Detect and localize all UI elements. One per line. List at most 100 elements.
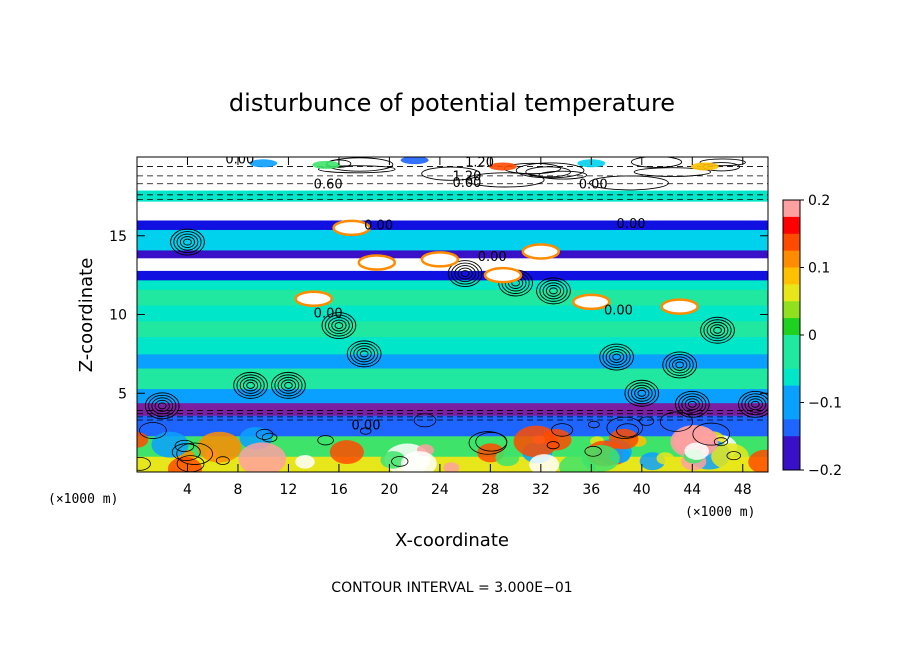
contour-line: [659, 411, 694, 432]
chart-title: disturbunce of potential temperature: [229, 89, 675, 117]
y-tick-label: 10: [109, 308, 127, 324]
contour-line: [627, 382, 656, 405]
y-axis-label: Z-coordinate: [76, 258, 97, 373]
field-patch: [513, 425, 559, 458]
contour-line: [317, 165, 396, 174]
contour-line: [413, 413, 437, 428]
contour-line: [549, 287, 558, 295]
contour-label: 1.20: [453, 170, 482, 185]
field-patch: [748, 449, 768, 472]
colorbar-swatch: [783, 200, 800, 218]
contour-line: [675, 361, 685, 369]
field-patch: [690, 162, 719, 171]
contour-line: [460, 270, 470, 277]
contour-line: [726, 451, 742, 461]
contour-line: [634, 387, 650, 400]
field-patch: [572, 293, 611, 311]
contour-line: [144, 392, 180, 420]
contour-line: [465, 172, 545, 188]
contour-line: [630, 157, 683, 168]
contour-line: [321, 312, 357, 339]
color-field: [137, 157, 768, 472]
field-patch: [609, 428, 639, 450]
contour-line: [633, 167, 712, 177]
contour-line: [700, 316, 735, 344]
contour-line: [713, 437, 729, 447]
field-patch: [167, 456, 203, 472]
contour-line: [744, 395, 767, 413]
colorbar-swatch: [783, 351, 800, 370]
x-tick-label: 24: [431, 482, 449, 498]
contour-line: [747, 398, 763, 411]
contour-line: [277, 376, 300, 394]
contour-line: [468, 431, 508, 455]
colorbar-tick-label: 0.2: [808, 193, 830, 209]
contour-line: [451, 262, 480, 285]
colorbar-tick-label: −0.1: [808, 396, 842, 412]
field-patch: [400, 451, 437, 472]
contour-label: 0.00: [314, 307, 343, 322]
field-band: [137, 388, 768, 404]
contour-line: [536, 277, 571, 305]
colorbar-tick-label: 0: [808, 328, 817, 344]
contour-line: [525, 166, 572, 178]
contour-line: [584, 445, 602, 457]
contour-line: [538, 170, 588, 180]
colorbar-swatch: [783, 267, 800, 285]
contour-line: [668, 356, 691, 374]
x-tick-label: 32: [532, 482, 550, 498]
colorbar-swatch: [783, 368, 800, 387]
contour-line: [687, 400, 697, 408]
contour-line: [457, 267, 473, 280]
contour-label: 1.20: [465, 155, 494, 170]
x-tick-label: 16: [330, 482, 348, 498]
x-tick-label: 40: [633, 482, 651, 498]
contour-line: [684, 398, 700, 411]
contour-label: 0.00: [225, 152, 254, 167]
contour-line: [174, 439, 195, 452]
colorbar-swatch: [783, 436, 800, 454]
field-patch: [443, 462, 460, 472]
field-patch: [529, 454, 560, 472]
field-patch: [238, 442, 287, 472]
contour-line: [151, 397, 174, 415]
contour-line: [176, 233, 199, 251]
contour-line: [662, 351, 698, 379]
contour-line: [255, 428, 274, 440]
field-patch: [249, 159, 278, 168]
contour-line: [606, 416, 643, 439]
field-patch: [656, 452, 675, 465]
contour-line: [334, 322, 344, 329]
field-patch: [294, 290, 333, 307]
x-tick-label: 36: [582, 482, 600, 498]
contour-line: [542, 282, 565, 300]
contour-line: [624, 379, 660, 407]
contour-line: [173, 231, 202, 254]
x-tick-label: 12: [280, 482, 298, 498]
colorbar-swatch: [783, 385, 800, 403]
y-axis: 5 10 15: [109, 229, 768, 402]
x-axis-label: X-coordinate: [395, 530, 509, 551]
field-patch: [488, 162, 517, 171]
contour-label: 0.00: [579, 178, 608, 193]
contour-line: [215, 456, 230, 465]
contour-line: [599, 343, 634, 371]
contour-line: [630, 384, 653, 402]
contour-line: [261, 432, 278, 443]
field-patch: [660, 298, 699, 315]
x-tick-label: 44: [683, 482, 701, 498]
field-patch: [400, 157, 429, 165]
contour-line: [154, 399, 170, 412]
contour-line: [515, 162, 585, 179]
contour-line: [454, 265, 476, 282]
x-tick-label: 48: [734, 482, 752, 498]
contour-line: [317, 435, 334, 446]
field-patch: [684, 442, 710, 460]
field-patch: [483, 266, 523, 284]
contour-line: [637, 389, 647, 397]
contour-line: [148, 394, 177, 417]
x-axis: 4 8 12 16 20 24 28 32 36 40 44 48: [183, 157, 752, 498]
contour-interval-note: CONTOUR INTERVAL = 3.000E−01: [331, 580, 572, 596]
contour-line: [608, 351, 625, 363]
